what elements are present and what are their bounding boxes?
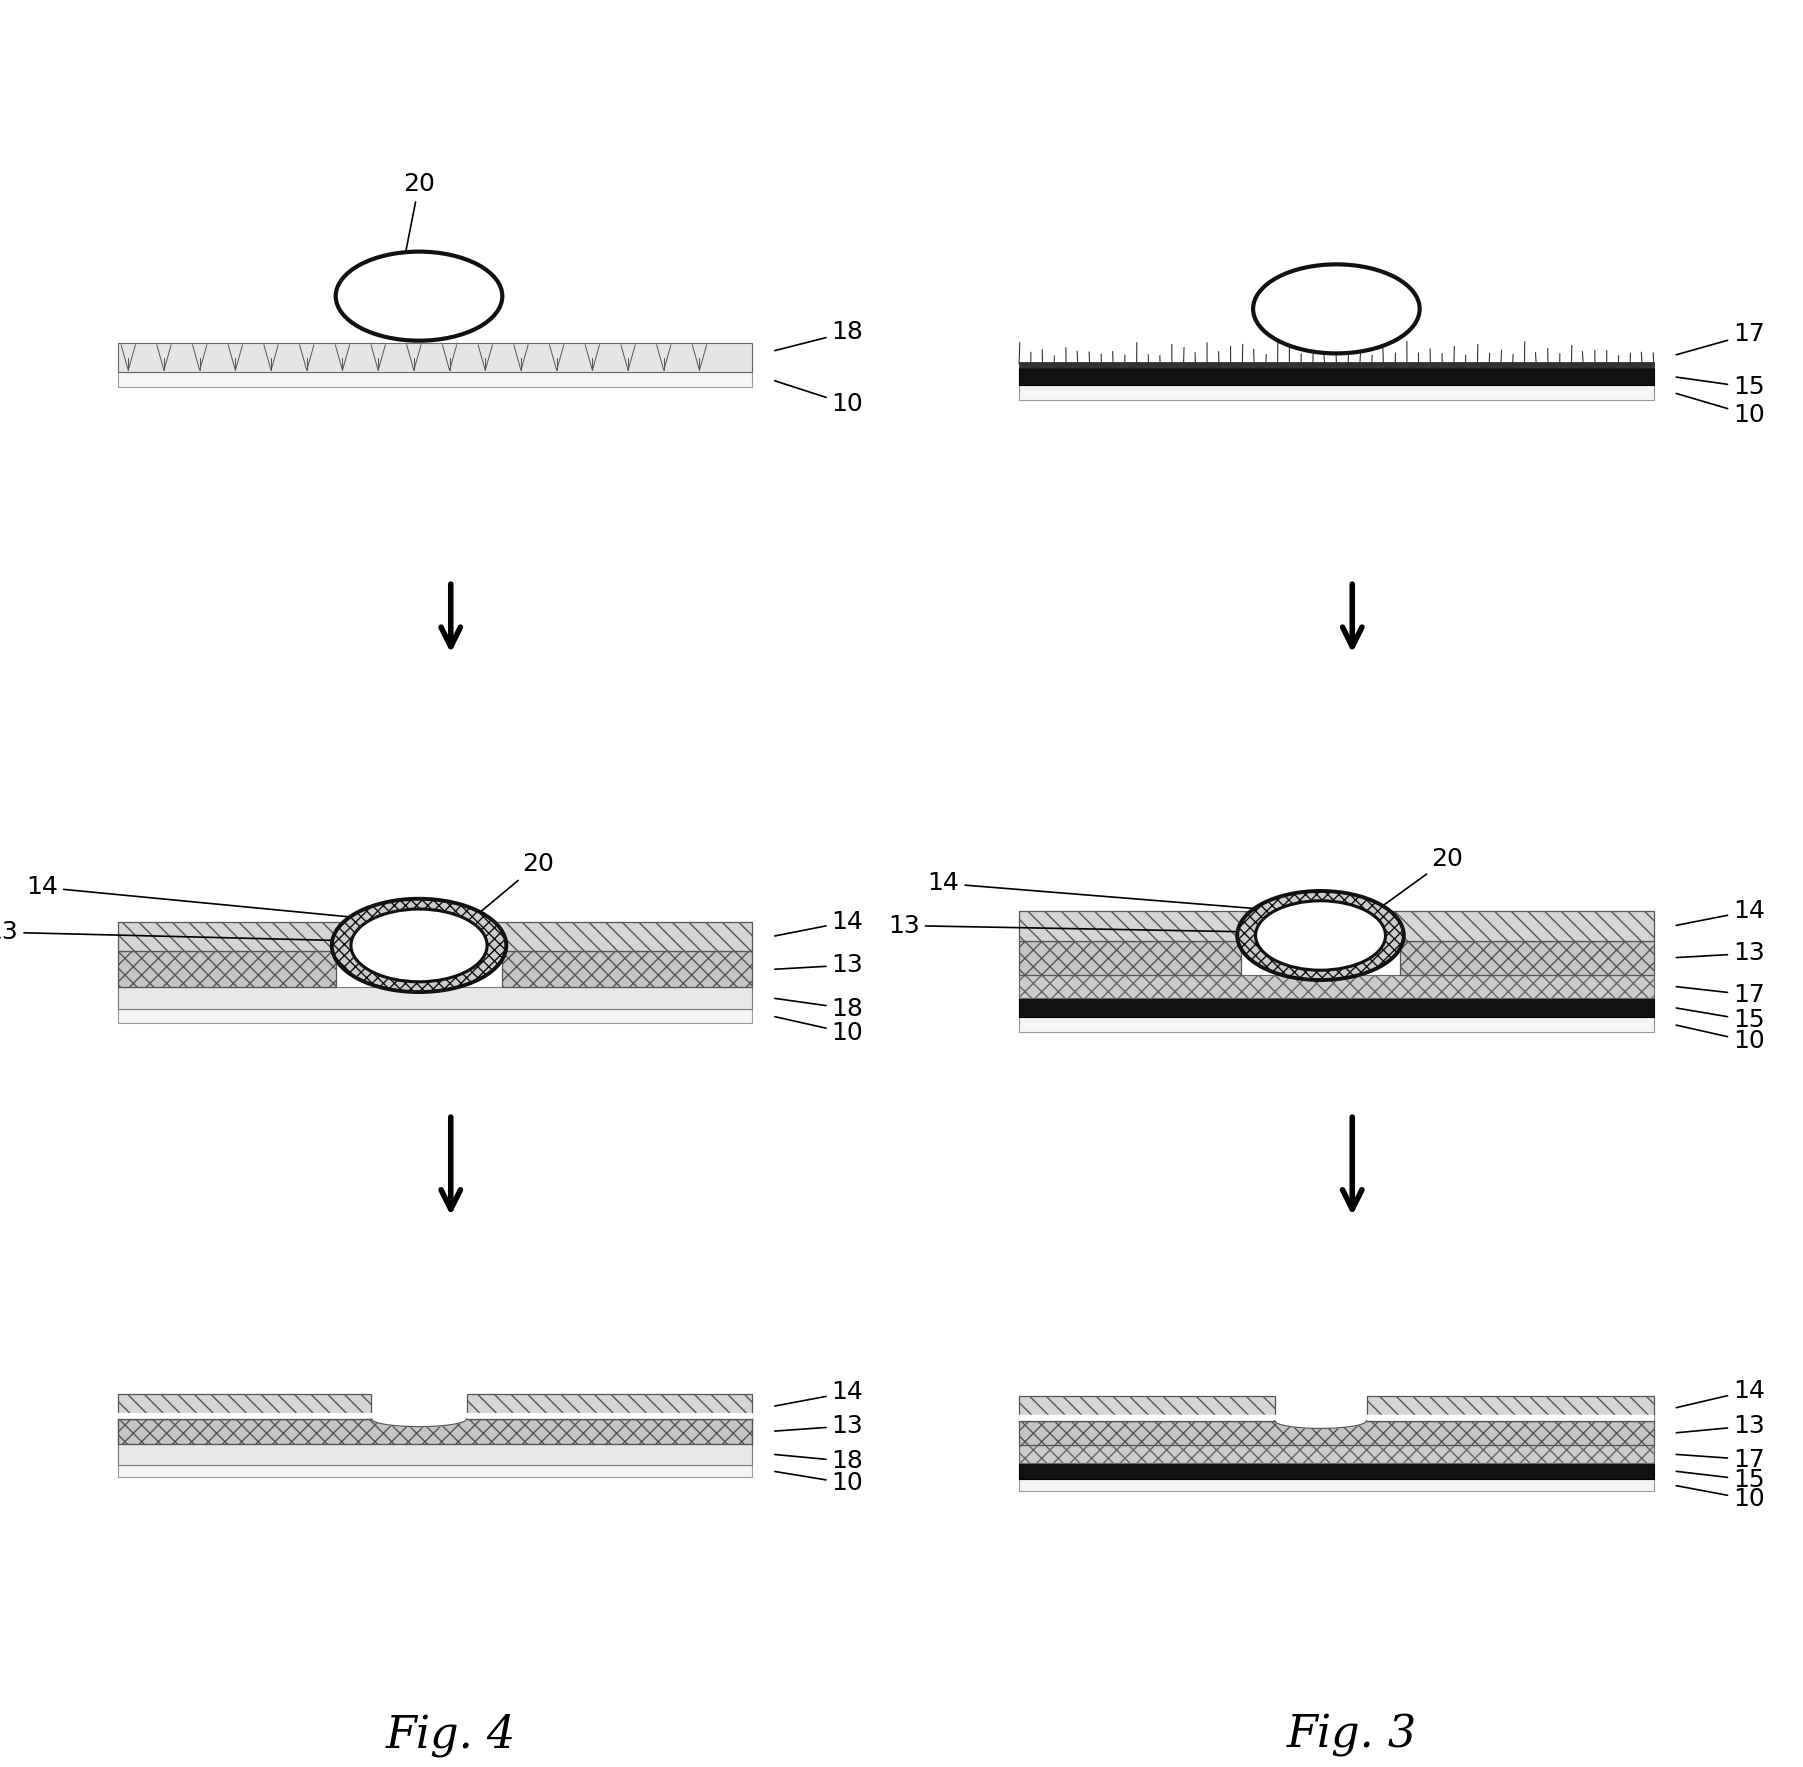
Polygon shape: [1019, 912, 1271, 940]
Text: 10: 10: [1677, 1486, 1765, 1511]
Text: 15: 15: [1677, 375, 1765, 399]
Text: 20: 20: [1368, 846, 1464, 915]
Polygon shape: [1399, 940, 1653, 975]
Circle shape: [335, 251, 503, 341]
Circle shape: [1255, 901, 1385, 970]
Circle shape: [352, 908, 487, 982]
Polygon shape: [1019, 975, 1653, 998]
Polygon shape: [1019, 1421, 1653, 1445]
Polygon shape: [117, 1414, 752, 1426]
Text: 10: 10: [1677, 394, 1765, 428]
Polygon shape: [1019, 1396, 1275, 1421]
Polygon shape: [117, 1394, 371, 1419]
Text: Fig. 3: Fig. 3: [1287, 1714, 1417, 1756]
Polygon shape: [476, 922, 752, 951]
Text: 14: 14: [929, 871, 1282, 910]
Text: 13: 13: [775, 1414, 864, 1438]
Polygon shape: [117, 922, 362, 951]
Polygon shape: [1019, 368, 1653, 385]
Text: 10: 10: [775, 380, 864, 417]
Text: 10: 10: [1677, 1025, 1765, 1053]
Text: 10: 10: [775, 1472, 864, 1495]
Polygon shape: [1019, 1479, 1653, 1491]
Polygon shape: [1019, 998, 1653, 1018]
Text: 13: 13: [1677, 1414, 1765, 1438]
Polygon shape: [1370, 912, 1653, 940]
Polygon shape: [117, 373, 752, 387]
Polygon shape: [467, 1394, 752, 1419]
Text: 17: 17: [1677, 322, 1765, 355]
Text: 13: 13: [889, 914, 1251, 938]
Text: 14: 14: [1677, 899, 1765, 926]
Polygon shape: [117, 1465, 752, 1477]
Polygon shape: [1019, 1415, 1653, 1428]
Text: 15: 15: [1677, 1007, 1765, 1032]
Text: 13: 13: [1677, 942, 1765, 965]
Text: 14: 14: [775, 910, 864, 937]
Polygon shape: [1019, 385, 1653, 399]
Text: 18: 18: [775, 997, 864, 1021]
Polygon shape: [117, 1444, 752, 1465]
Text: Fig. 4: Fig. 4: [386, 1714, 516, 1758]
Polygon shape: [117, 1009, 752, 1023]
Polygon shape: [117, 951, 335, 988]
Polygon shape: [1019, 940, 1242, 975]
Polygon shape: [1019, 1018, 1653, 1032]
Text: 18: 18: [775, 1449, 864, 1474]
Polygon shape: [117, 1419, 752, 1444]
Text: 18: 18: [775, 320, 864, 350]
Circle shape: [1237, 891, 1405, 981]
Text: 17: 17: [1677, 1447, 1765, 1472]
Text: 15: 15: [1677, 1468, 1765, 1491]
Text: 14: 14: [1677, 1378, 1765, 1408]
Circle shape: [332, 899, 507, 991]
Polygon shape: [1019, 1445, 1653, 1463]
Text: 20: 20: [465, 852, 554, 924]
Text: 13: 13: [0, 921, 346, 944]
Text: 10: 10: [775, 1016, 864, 1044]
Text: 14: 14: [775, 1380, 864, 1407]
Polygon shape: [1019, 1463, 1653, 1479]
Polygon shape: [117, 343, 752, 373]
Text: 17: 17: [1677, 982, 1765, 1007]
Text: 13: 13: [775, 952, 864, 977]
Polygon shape: [501, 951, 752, 988]
Polygon shape: [1367, 1396, 1653, 1421]
Polygon shape: [1019, 362, 1653, 368]
Text: 14: 14: [27, 875, 377, 919]
Polygon shape: [117, 988, 752, 1009]
Circle shape: [1253, 265, 1419, 353]
Text: 20: 20: [404, 173, 435, 262]
